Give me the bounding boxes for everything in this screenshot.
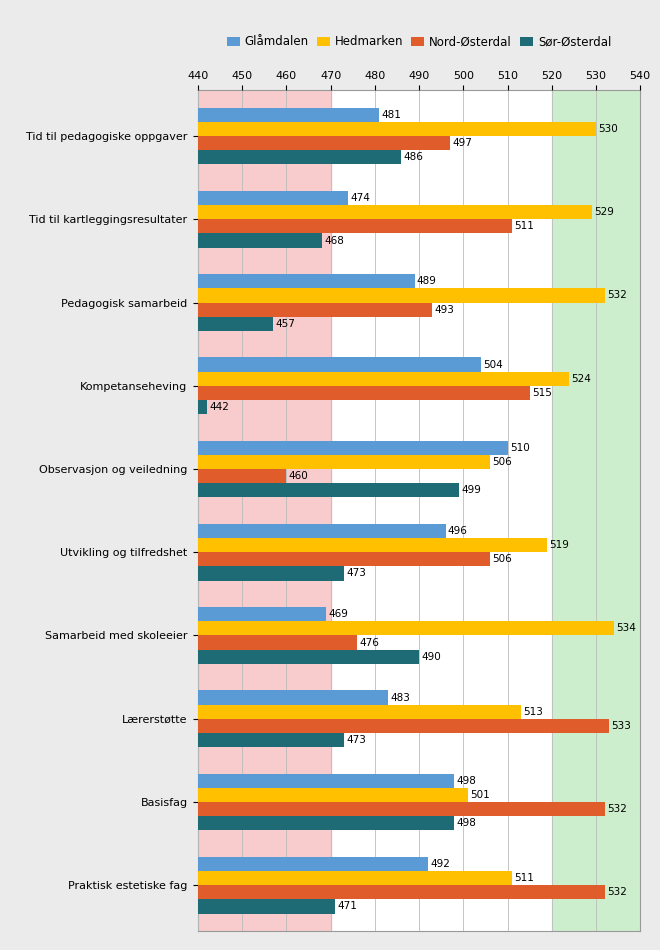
Text: 498: 498 (457, 818, 477, 828)
Bar (198, 732, 344, 747)
Bar (198, 316, 273, 331)
Bar (198, 275, 414, 289)
Bar (198, 552, 490, 566)
Bar (198, 900, 335, 914)
Bar (198, 636, 357, 650)
Text: 511: 511 (514, 873, 534, 884)
Bar (198, 469, 286, 484)
Text: 515: 515 (532, 388, 552, 398)
Text: 499: 499 (461, 485, 481, 495)
Text: 471: 471 (337, 902, 357, 911)
Text: 474: 474 (350, 193, 370, 203)
Bar (198, 691, 388, 705)
Bar (198, 621, 614, 636)
Bar (198, 219, 512, 234)
Text: 497: 497 (452, 138, 472, 148)
Bar (198, 857, 428, 871)
Bar (198, 107, 380, 122)
Bar (198, 150, 401, 164)
Bar (198, 191, 348, 205)
Bar (198, 871, 512, 885)
Text: 524: 524 (572, 373, 591, 384)
Text: 468: 468 (324, 236, 344, 245)
Bar (198, 441, 508, 455)
Bar (198, 371, 570, 386)
Text: 457: 457 (275, 319, 295, 329)
Text: 506: 506 (492, 554, 512, 564)
Bar (198, 136, 450, 150)
Text: 510: 510 (510, 443, 529, 453)
Text: 496: 496 (448, 526, 468, 536)
Text: 532: 532 (607, 291, 627, 300)
Bar (198, 386, 529, 400)
Text: 492: 492 (430, 859, 450, 869)
Text: 489: 489 (417, 276, 437, 286)
Text: 442: 442 (209, 402, 229, 412)
Text: 529: 529 (594, 207, 614, 218)
Text: 501: 501 (470, 789, 490, 800)
Bar (198, 788, 468, 802)
Text: 498: 498 (457, 776, 477, 786)
Bar (198, 705, 521, 719)
Text: 534: 534 (616, 623, 636, 634)
Text: 513: 513 (523, 707, 543, 716)
Bar (198, 524, 446, 538)
Bar (198, 885, 605, 900)
Text: 486: 486 (404, 152, 424, 162)
Text: 533: 533 (611, 721, 632, 731)
Text: 519: 519 (550, 541, 570, 550)
Bar (198, 357, 481, 371)
Text: 532: 532 (607, 887, 627, 898)
Bar (198, 566, 344, 580)
Bar (198, 538, 547, 552)
Text: 481: 481 (381, 110, 401, 120)
Bar (198, 484, 459, 497)
Text: 476: 476 (360, 637, 380, 648)
Text: 530: 530 (598, 124, 618, 134)
Bar (198, 650, 419, 664)
Bar (198, 400, 207, 414)
Bar (198, 90, 331, 931)
Text: 532: 532 (607, 804, 627, 814)
Text: 483: 483 (390, 693, 411, 702)
Legend: Glåmdalen, Hedmarken, Nord-Østerdal, Sør-Østerdal: Glåmdalen, Hedmarken, Nord-Østerdal, Sør… (224, 33, 614, 50)
Bar (198, 302, 432, 316)
Bar (198, 816, 455, 830)
Text: 493: 493 (434, 305, 455, 314)
Bar (198, 773, 455, 788)
Text: 469: 469 (329, 609, 348, 619)
Text: 473: 473 (346, 735, 366, 745)
Bar (198, 289, 605, 302)
Bar (198, 607, 326, 621)
Bar (198, 234, 322, 248)
Text: 473: 473 (346, 568, 366, 579)
Bar (552, 90, 640, 931)
Bar (198, 719, 609, 732)
Text: 504: 504 (483, 359, 503, 370)
Bar (198, 205, 591, 219)
Text: 490: 490 (421, 652, 441, 662)
Bar (198, 802, 605, 816)
Text: 506: 506 (492, 457, 512, 467)
Bar (198, 455, 490, 469)
Text: 511: 511 (514, 221, 534, 232)
Text: 460: 460 (288, 471, 308, 481)
Bar (198, 122, 596, 136)
